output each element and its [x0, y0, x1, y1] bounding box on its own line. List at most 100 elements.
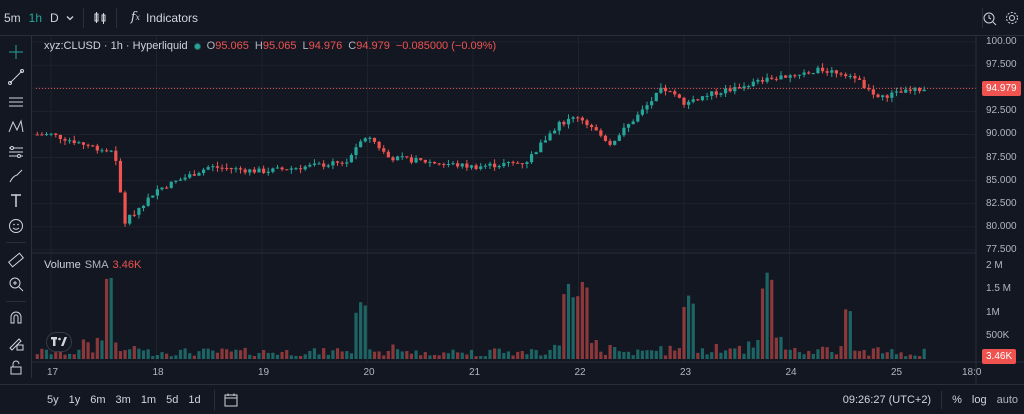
- volume-bar: [248, 354, 252, 359]
- clock[interactable]: 09:26:27 (UTC+2): [842, 394, 932, 406]
- price-tick-label: 92.500: [986, 105, 1017, 117]
- volume-bar: [225, 349, 229, 359]
- candle: [169, 181, 173, 188]
- candle: [262, 168, 266, 173]
- volume-bar: [917, 356, 922, 359]
- volume-bar: [303, 354, 307, 359]
- volume-bar: [802, 354, 806, 359]
- toolbar-divider: [115, 7, 117, 28]
- volume-bar: [650, 350, 654, 359]
- timeframe-5m[interactable]: 5m: [4, 10, 21, 25]
- symbol-label[interactable]: xyz:CLUSD · 1h · Hyperliquid: [44, 40, 188, 52]
- toolbar-divider: [213, 389, 215, 410]
- volume-bar: [405, 351, 409, 359]
- magnet-icon[interactable]: [3, 308, 29, 329]
- ruler-icon[interactable]: [3, 249, 29, 270]
- indicators-label: Indicators: [146, 10, 199, 25]
- tv-logo-icon: [51, 337, 67, 346]
- tradingview-logo[interactable]: [46, 332, 72, 352]
- volume-bar: [483, 356, 487, 359]
- range-5d[interactable]: 5d: [166, 393, 179, 406]
- candle: [825, 71, 829, 73]
- brush-icon[interactable]: [3, 166, 29, 187]
- volume-bar: [114, 342, 118, 359]
- range-5y[interactable]: 5y: [47, 393, 59, 406]
- volume-bar: [857, 351, 862, 359]
- emoji-icon[interactable]: [3, 215, 29, 236]
- candle: [229, 168, 233, 170]
- candle: [234, 168, 238, 170]
- volume-bar: [654, 350, 658, 359]
- volume-tick-label: 1M: [986, 306, 1000, 318]
- range-6m[interactable]: 6m: [90, 393, 106, 406]
- volume-bar: [322, 348, 326, 359]
- volume-bar: [109, 277, 113, 359]
- measure-lines-icon[interactable]: [3, 141, 29, 162]
- text-icon[interactable]: [3, 191, 29, 212]
- low-value: 94.976: [308, 40, 343, 52]
- volume-bar: [543, 354, 548, 359]
- auto-toggle[interactable]: auto: [996, 394, 1018, 406]
- volume-bar: [867, 355, 871, 359]
- candle: [848, 75, 852, 77]
- volume-bar: [178, 349, 183, 359]
- volume-bar: [456, 352, 460, 359]
- candle: [317, 163, 321, 165]
- range-1d[interactable]: 1d: [188, 393, 201, 406]
- lock-icon[interactable]: [3, 357, 29, 378]
- candle: [830, 70, 834, 73]
- log-toggle[interactable]: log: [971, 394, 987, 406]
- alert-clock-icon[interactable]: [982, 10, 998, 26]
- candle: [160, 187, 164, 190]
- calendar-icon[interactable]: [223, 392, 239, 408]
- volume-bar: [687, 295, 691, 359]
- candle: [580, 117, 584, 121]
- candles-icon[interactable]: [92, 10, 108, 26]
- trend-line-icon[interactable]: [3, 67, 29, 88]
- crosshair-icon[interactable]: [3, 42, 29, 63]
- candle: [183, 177, 187, 180]
- candle: [562, 121, 566, 125]
- volume-bar: [626, 351, 631, 359]
- candle: [760, 80, 765, 82]
- candle: [520, 163, 524, 165]
- lock-drawings-icon[interactable]: [3, 332, 29, 353]
- candle: [603, 135, 608, 141]
- volume-bar: [516, 351, 520, 359]
- range-3m[interactable]: 3m: [115, 393, 131, 406]
- candle: [723, 88, 728, 94]
- volume-bar: [908, 354, 912, 359]
- horizontal-lines-icon[interactable]: [3, 92, 29, 113]
- volume-label[interactable]: Volume: [44, 259, 81, 271]
- candle: [460, 163, 464, 167]
- volume-bar: [881, 353, 885, 359]
- time-tick-label: 23: [680, 367, 692, 378]
- candle: [146, 197, 150, 206]
- pattern-icon[interactable]: [3, 116, 29, 137]
- range-1m[interactable]: 1m: [140, 393, 157, 406]
- candle: [844, 74, 848, 77]
- timeframe-1h[interactable]: 1h: [28, 10, 43, 25]
- volume-bar: [885, 352, 889, 359]
- volume-bar: [262, 350, 266, 359]
- candle: [289, 168, 293, 170]
- chevron-down-icon[interactable]: [65, 13, 75, 23]
- percent-toggle[interactable]: %: [952, 394, 962, 406]
- zoom-in-icon[interactable]: [3, 274, 29, 295]
- volume-bar: [876, 347, 880, 359]
- candle: [192, 174, 196, 176]
- candle: [899, 91, 903, 93]
- range-1y[interactable]: 1y: [68, 393, 81, 406]
- candle: [807, 72, 811, 74]
- volume-bar: [141, 350, 146, 359]
- timeframe-d[interactable]: D: [50, 10, 59, 25]
- volume-bar: [839, 346, 843, 359]
- candle: [248, 169, 252, 173]
- volume-bar: [298, 355, 303, 359]
- candle: [419, 158, 423, 160]
- settings-icon[interactable]: [1004, 10, 1020, 26]
- candle: [802, 72, 806, 75]
- bottom-toolbar: 5y 1y 6m 3m 1m 5d 1d 09:26:27 (UTC+2) % …: [0, 384, 1024, 414]
